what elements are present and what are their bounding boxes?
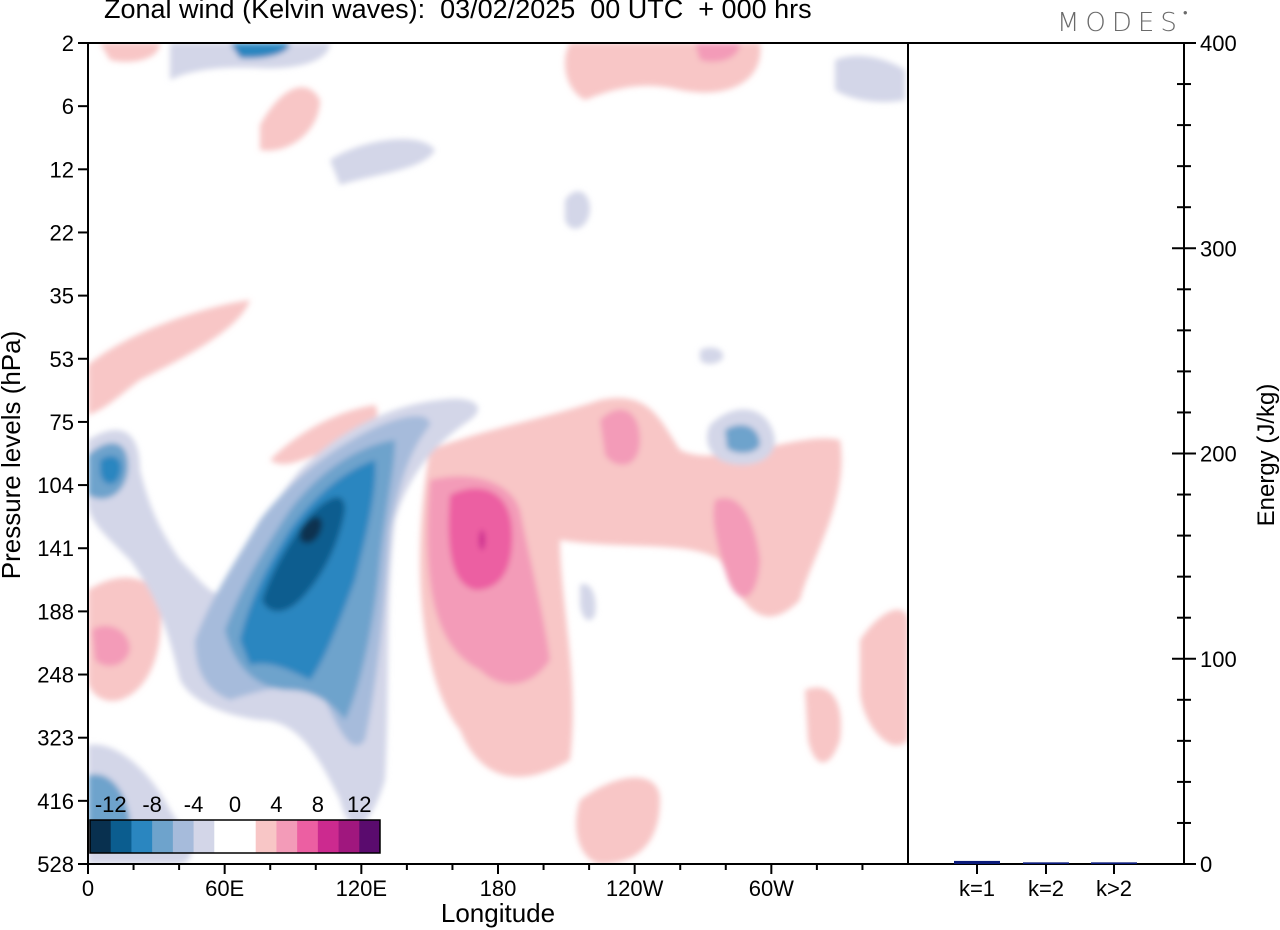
- colorbar: -12 -8 -4 0 4 8 12: [89, 792, 381, 854]
- colorbar-swatch: [297, 820, 319, 853]
- modes-logo: MODES●: [1057, 8, 1188, 38]
- pos-core-5: [695, 43, 740, 62]
- longitude-tick-label: 120W: [606, 876, 664, 901]
- colorbar-swatch: [338, 820, 360, 853]
- pos-region-mid-band: [270, 405, 378, 465]
- pressure-tick-label: 104: [37, 473, 74, 498]
- pressure-tick-label: 2: [62, 31, 74, 56]
- colorbar-label: 0: [229, 792, 241, 817]
- neg-band-5: [262, 497, 345, 612]
- colorbar-swatch: [152, 820, 174, 853]
- pos-core-4: [92, 625, 130, 666]
- energy-bar: [1091, 862, 1137, 864]
- pos-region-far-right: [860, 609, 908, 746]
- energy-bars: k=1 k=2 k>2: [954, 860, 1137, 901]
- pos-region-bottom-center: [576, 777, 660, 864]
- longitude-tick-label: 180: [480, 876, 517, 901]
- energy-tick-label: 0: [1200, 852, 1212, 877]
- neg-region-small-2: [700, 347, 724, 364]
- neg-bottom-left-core: [88, 774, 130, 830]
- neg-top-core: [230, 43, 290, 59]
- pressure-tick-label: 75: [50, 410, 74, 435]
- colorbar-swatch: [214, 820, 236, 853]
- colorbar-swatch: [193, 820, 215, 853]
- y-axis-label: Pressure levels (hPa): [0, 331, 26, 580]
- longitude-tick-label: 60E: [205, 876, 244, 901]
- pressure-tick-label: 53: [50, 347, 74, 372]
- colorbar-swatch: [255, 820, 277, 853]
- colorbar-swatch: [276, 820, 298, 853]
- colorbar-label: -8: [142, 792, 162, 817]
- colorbar-frame: [89, 819, 381, 854]
- energy-tick-label: 100: [1200, 647, 1237, 672]
- energy-category-label: k=2: [1028, 876, 1064, 901]
- pos-core-3: [713, 498, 760, 598]
- neg-region-top: [170, 43, 330, 80]
- colorbar-label: -4: [184, 792, 204, 817]
- neg-region-small-3: [580, 584, 596, 621]
- neg-region-upper-mid: [330, 139, 435, 185]
- neg-left-core: [100, 455, 122, 485]
- colorbar-swatch: [131, 820, 153, 853]
- pos-region-right-lower: [805, 687, 841, 763]
- pressure-tick-label: 6: [62, 94, 74, 119]
- longitude-axis: 0 60E 120E 180 120W 60W: [82, 864, 864, 901]
- energy-category-label: k=1: [959, 876, 995, 901]
- longitude-tick-label: 60W: [749, 876, 794, 901]
- neg-right-core: [725, 425, 760, 453]
- pressure-tick-label: 12: [50, 157, 74, 182]
- colorbar-label: -12: [95, 792, 127, 817]
- energy-category-label: k>2: [1096, 876, 1132, 901]
- colorbar-swatch: [110, 820, 132, 853]
- chart-title: Zonal wind (Kelvin waves): 03/02/2025 00…: [104, 0, 812, 24]
- longitude-tick-label: 0: [82, 876, 94, 901]
- pos-region-upper-left: [88, 300, 250, 415]
- pos-region-mid-right: [420, 398, 842, 777]
- pressure-axis: 2 6 12 22 35 53 75 104 141 188 248 323 416 528: [37, 31, 88, 877]
- pos-core-2: [600, 409, 640, 465]
- pressure-tick-label: 141: [37, 536, 74, 561]
- pressure-tick-label: 528: [37, 852, 74, 877]
- colorbar-label: 12: [347, 792, 371, 817]
- energy-bar: [954, 860, 1000, 864]
- pos-core-peak: [479, 530, 485, 550]
- energy-tick-label: 300: [1200, 236, 1237, 261]
- neg-region-small-1: [565, 191, 590, 229]
- colorbar-swatch: [359, 820, 381, 853]
- pos-region-top-left: [100, 43, 160, 62]
- pos-region-upper-mid: [260, 87, 320, 151]
- colorbar-label: 8: [312, 792, 324, 817]
- colorbar-label: 4: [270, 792, 282, 817]
- pressure-tick-label: 35: [50, 284, 74, 309]
- neg-band-min: [300, 516, 322, 544]
- energy-bar: [1023, 862, 1069, 864]
- neg-region-top-right: [835, 55, 905, 102]
- colorbar-swatch: [235, 820, 257, 853]
- colorbar-swatch: [172, 820, 195, 853]
- pressure-tick-label: 248: [37, 663, 74, 688]
- pressure-tick-label: 22: [50, 220, 74, 245]
- pressure-tick-label: 188: [37, 599, 74, 624]
- energy-frame: [907, 42, 1185, 865]
- energy-axis-label: Energy (J/kg): [1253, 384, 1280, 527]
- energy-tick-label: 200: [1200, 442, 1237, 467]
- pressure-tick-label: 416: [37, 789, 74, 814]
- heatmap-field: [88, 43, 908, 864]
- energy-tick-label: 400: [1200, 31, 1237, 56]
- x-axis-label: Longitude: [441, 898, 555, 928]
- colorbar-swatch: [90, 820, 112, 853]
- colorbar-swatch: [317, 820, 340, 853]
- pressure-tick-label: 323: [37, 726, 74, 751]
- longitude-tick-label: 120E: [336, 876, 387, 901]
- energy-axis: 0 100 200 300 400: [1172, 31, 1237, 877]
